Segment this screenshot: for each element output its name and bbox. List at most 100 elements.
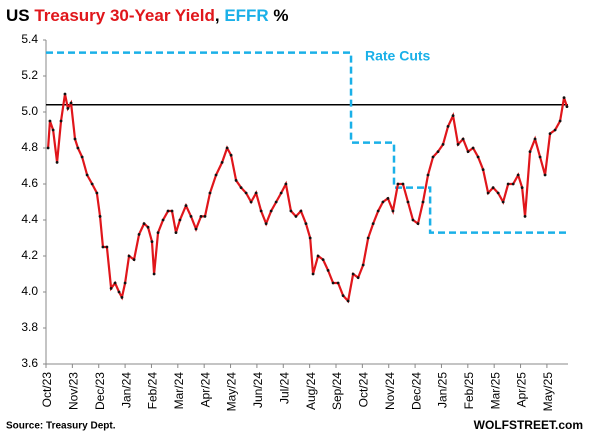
data-point	[105, 245, 109, 249]
data-point	[481, 168, 485, 172]
data-point	[528, 150, 532, 154]
data-point	[120, 296, 124, 299]
data-point	[174, 231, 178, 235]
data-point	[336, 281, 340, 285]
data-point	[553, 128, 557, 132]
data-point	[381, 200, 385, 204]
x-tick-label: Nov/23	[67, 372, 81, 410]
title-part: %	[269, 6, 289, 25]
x-tick-label: Mar/24	[172, 372, 186, 410]
data-point	[491, 186, 495, 190]
data-point	[85, 173, 89, 177]
data-point	[101, 245, 105, 249]
data-point	[156, 231, 160, 235]
data-point	[76, 146, 80, 150]
annotation: Rate Cuts	[365, 48, 431, 64]
x-tick-label: Oct/23	[40, 372, 54, 408]
x-tick-label: Oct/24	[357, 372, 371, 408]
data-point	[321, 258, 325, 261]
data-point	[178, 218, 182, 222]
data-point	[511, 182, 515, 186]
data-point	[311, 272, 315, 276]
source: Source: Treasury Dept.	[6, 421, 116, 432]
data-point	[386, 197, 390, 200]
title-part: Treasury 30-Year Yield	[34, 6, 215, 25]
data-point	[55, 161, 59, 164]
data-point	[48, 119, 52, 123]
data-point	[66, 107, 70, 110]
data-point	[279, 191, 283, 195]
data-point	[294, 215, 298, 218]
data-point	[269, 209, 273, 213]
data-point	[461, 137, 465, 141]
data-point	[406, 200, 410, 204]
data-point	[289, 209, 293, 213]
x-tick-label: May/24	[225, 372, 239, 412]
x-tick-label: Sep/24	[330, 372, 344, 410]
y-tick-label: 4.2	[21, 248, 38, 262]
data-point	[548, 132, 552, 136]
y-tick-label: 4.8	[21, 140, 38, 154]
data-point	[90, 182, 94, 186]
data-point	[520, 186, 524, 190]
data-point	[123, 281, 127, 285]
data-point	[95, 191, 99, 195]
data-point	[351, 272, 355, 276]
data-point	[46, 146, 50, 150]
brand: WOLFSTREET.com	[474, 418, 583, 432]
data-point	[558, 119, 562, 123]
data-point	[146, 225, 150, 229]
data-point	[376, 209, 380, 213]
data-point	[341, 294, 345, 297]
data-point	[331, 281, 335, 285]
data-point	[426, 173, 430, 177]
data-point	[371, 222, 375, 226]
data-point	[451, 114, 455, 117]
data-point	[316, 254, 320, 258]
x-tick-label: Feb/25	[462, 372, 476, 410]
data-point	[416, 222, 420, 226]
data-point	[73, 137, 77, 141]
data-point	[69, 101, 73, 105]
data-point	[113, 281, 117, 285]
data-point	[127, 254, 131, 258]
y-tick-label: 5.4	[21, 32, 38, 46]
data-point	[184, 204, 188, 208]
data-point	[501, 200, 505, 204]
data-point	[152, 272, 156, 276]
data-point	[234, 179, 238, 182]
data-point	[63, 92, 67, 96]
data-point	[137, 233, 141, 236]
series-line	[47, 93, 568, 304]
data-point	[225, 146, 229, 150]
data-point	[496, 191, 500, 195]
data-point	[299, 209, 303, 213]
data-point	[366, 236, 370, 240]
data-point	[361, 263, 365, 267]
data-point	[170, 209, 174, 213]
data-point	[150, 240, 154, 244]
x-tick-label: Apr/24	[198, 372, 212, 408]
data-point	[264, 222, 268, 226]
data-point	[562, 96, 566, 99]
data-point	[401, 182, 405, 186]
data-point	[254, 191, 258, 195]
data-point	[436, 150, 440, 154]
data-point	[274, 200, 278, 204]
data-point	[411, 218, 415, 222]
chart-title: US Treasury 30-Year Yield, EFFR %	[6, 6, 289, 25]
y-tick-label: 3.8	[21, 320, 38, 334]
data-point	[220, 161, 224, 164]
data-point	[142, 222, 146, 226]
x-tick-label: Jun/24	[251, 372, 265, 408]
data-point	[166, 209, 170, 213]
data-point	[506, 182, 510, 186]
x-tick-label: Apr/25	[515, 372, 529, 408]
x-tick-label: Dec/23	[93, 372, 107, 410]
data-point	[161, 218, 165, 222]
data-point	[476, 155, 480, 159]
data-point	[356, 276, 360, 279]
data-point	[441, 143, 445, 146]
data-point	[98, 215, 102, 218]
data-point	[326, 269, 330, 272]
